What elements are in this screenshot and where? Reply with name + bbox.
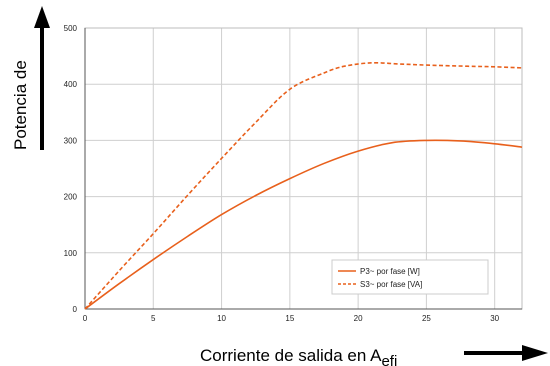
x-tick-label: 30 xyxy=(490,314,499,323)
x-tick-label: 5 xyxy=(151,314,156,323)
y-tick-label: 100 xyxy=(64,249,78,258)
x-axis-arrow xyxy=(464,345,548,361)
x-tick-label: 0 xyxy=(83,314,88,323)
series-line-s3 xyxy=(84,61,523,310)
legend-box xyxy=(331,259,489,295)
y-tick-label: 500 xyxy=(64,24,78,33)
series-lines xyxy=(84,61,523,310)
y-tick-label: 200 xyxy=(64,193,78,202)
legend-label-s3: S3~ por fase [VA] xyxy=(360,280,422,289)
legend: P3~ por fase [W] S3~ por fase [VA] xyxy=(331,259,489,295)
x-tick-label: 15 xyxy=(285,314,294,323)
x-axis-label: Corriente de salida en Aefi xyxy=(200,346,397,366)
x-axis-label-subscript: efi xyxy=(381,353,397,366)
y-tick-label: 400 xyxy=(64,80,78,89)
legend-label-p3: P3~ por fase [W] xyxy=(360,267,420,276)
axes xyxy=(84,27,523,310)
y-tick-label: 0 xyxy=(73,305,78,314)
x-tick-label: 25 xyxy=(422,314,431,323)
x-axis-label-main: Corriente de salida en A xyxy=(200,346,382,365)
x-tick-label: 20 xyxy=(354,314,363,323)
y-tick-label: 300 xyxy=(64,136,78,145)
y-axis-arrow xyxy=(34,6,50,150)
series-line-p3 xyxy=(84,139,523,310)
y-axis-label: Potencia de xyxy=(11,60,30,150)
x-tick-label: 10 xyxy=(217,314,226,323)
